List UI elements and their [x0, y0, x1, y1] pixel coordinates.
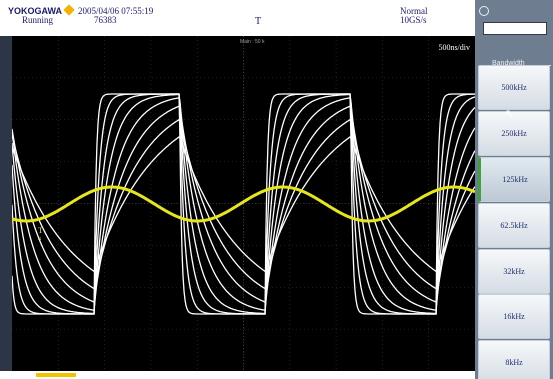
- knob-value-box[interactable]: [483, 22, 547, 35]
- white-waveform-trace: [12, 97, 475, 312]
- waveform-graticule: [12, 36, 475, 371]
- bandwidth-option-button[interactable]: 8kHz: [478, 340, 550, 379]
- brand-diamond-icon: [63, 4, 75, 16]
- white-waveform-trace: [12, 136, 475, 273]
- rotary-knob-icon[interactable]: [479, 6, 489, 16]
- channel-marker: T: [38, 226, 43, 235]
- bandwidth-option-label: 500kHz: [501, 83, 527, 92]
- bandwidth-option-button[interactable]: 250kHz: [478, 111, 550, 156]
- mouse-pointer-icon: ↖: [505, 107, 515, 120]
- bandwidth-option-label: 125kHz: [502, 175, 528, 184]
- bottom-indicator-tag: [36, 373, 76, 377]
- bandwidth-option-button[interactable]: 16kHz: [478, 294, 550, 339]
- channel-marker-sub: 4: [38, 237, 41, 243]
- white-waveform-trace: [12, 105, 475, 303]
- bandwidth-option-button[interactable]: 125kHz: [478, 157, 550, 202]
- time-per-division: 500ns/div: [438, 43, 470, 52]
- white-waveform-trace: [12, 118, 475, 290]
- white-waveform-trace: [12, 93, 475, 315]
- bandwidth-option-label: 62.5kHz: [500, 221, 528, 230]
- white-waveform-trace: [12, 93, 475, 315]
- bandwidth-option-button[interactable]: 32kHz: [478, 249, 550, 294]
- status-bar: YOKOGAWA 2005/04/06 07:55:19 Running 763…: [0, 0, 475, 36]
- bandwidth-option-label: 32kHz: [503, 267, 525, 276]
- bandwidth-option-label: 250kHz: [501, 129, 527, 138]
- trigger-position-marker: T: [255, 16, 262, 27]
- bandwidth-option-button[interactable]: 500kHz: [478, 65, 550, 110]
- run-state: Running: [22, 15, 54, 25]
- bandwidth-option-button[interactable]: 62.5kHz: [478, 203, 550, 248]
- sample-rate: 10GS/s: [400, 15, 427, 25]
- date-time: 2005/04/06 07:55:19: [78, 6, 154, 16]
- waveform-traces: [12, 93, 475, 315]
- bandwidth-option-label: 16kHz: [503, 312, 525, 321]
- bottom-strip: [0, 371, 475, 379]
- yellow-filtered-trace: [12, 185, 475, 223]
- bandwidth-option-label: 8kHz: [505, 358, 523, 367]
- waveform-screen[interactable]: Main : 50 k 500ns/div T 4: [12, 36, 475, 371]
- acquisition-count: 76383: [94, 15, 117, 25]
- acquisition-mode: Normal: [400, 6, 428, 16]
- bandwidth-title-label: Bandwidth: [491, 60, 526, 67]
- left-scale-track: [0, 36, 12, 371]
- brand-logo: YOKOGAWA: [8, 6, 63, 16]
- softkey-panel: Bandwidth 500kHz 250kHz 125kHz 62.5kHz 32kHz…: [475, 0, 553, 379]
- main-timebase-label: Main : 50 k: [240, 39, 265, 45]
